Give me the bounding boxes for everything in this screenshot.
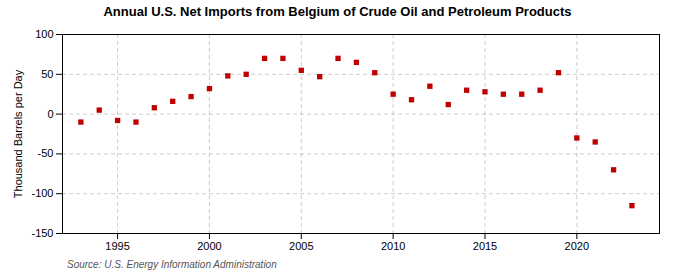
svg-text:Thousand Barrels per Day: Thousand Barrels per Day	[12, 69, 24, 198]
html-text:Source: U.S. Energy Informatio: Source: U.S. Energy Information Administ…	[67, 259, 277, 270]
svg-text:-150: -150	[31, 227, 53, 239]
svg-text:0: 0	[47, 108, 53, 120]
svg-text:-100: -100	[31, 187, 53, 199]
svg-text:2010: 2010	[381, 240, 405, 252]
svg-text:50: 50	[41, 68, 53, 80]
svg-text:2000: 2000	[197, 240, 221, 252]
svg-text:2005: 2005	[289, 240, 313, 252]
svg-text:1995: 1995	[105, 240, 129, 252]
svg-text:2015: 2015	[473, 240, 497, 252]
html-text:Annual U.S. Net Imports from B: Annual U.S. Net Imports from Belgium of …	[103, 4, 572, 19]
svg-text:-50: -50	[38, 147, 54, 159]
svg-text:2020: 2020	[565, 240, 589, 252]
svg-text:100: 100	[35, 28, 53, 40]
